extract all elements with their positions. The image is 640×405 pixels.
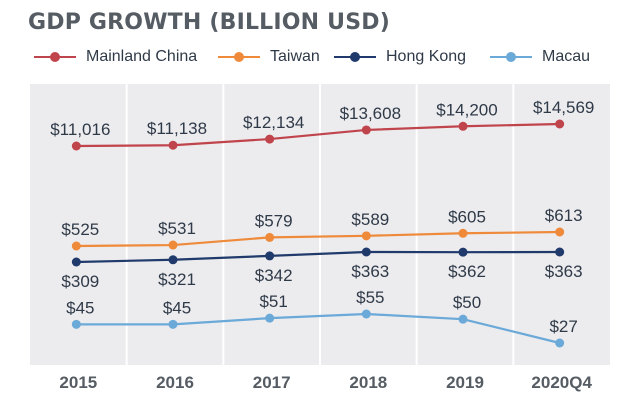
data-point-hong-kong [361,247,371,257]
chart-title: GDP GROWTH (BILLION USD) [28,10,390,35]
data-label-mainland-china: $14,569 [533,98,594,117]
legend: Mainland China Taiwan Hong Kong Macau [0,44,640,70]
data-point-hong-kong [265,251,275,261]
legend-item-mainland-china: Mainland China [28,44,197,70]
data-point-mainland-china [168,140,178,150]
data-point-taiwan [555,227,565,237]
series-line-mainland-china [76,122,560,148]
data-point-macau [458,314,468,324]
legend-marker-macau [484,44,538,70]
data-point-hong-kong [555,247,565,257]
data-label-macau: $55 [356,288,384,307]
data-label-taiwan: $589 [351,210,389,229]
data-point-mainland-china [265,134,275,144]
data-point-macau [168,319,178,329]
data-point-hong-kong [458,247,468,257]
x-tick-label: 2015 [59,373,97,392]
data-label-mainland-china: $11,016 [50,120,110,139]
data-point-hong-kong [168,255,178,265]
data-label-hong-kong: $321 [158,270,196,289]
data-label-taiwan: $613 [545,206,583,225]
data-label-hong-kong: $362 [448,262,486,281]
data-label-macau: $50 [453,293,481,312]
x-tick-label: 2019 [446,373,484,392]
legend-label-hong-kong: Hong Kong [386,48,467,65]
data-label-macau: $45 [163,298,191,317]
data-label-macau: $51 [259,292,287,311]
legend-label-macau: Macau [542,48,591,65]
data-label-mainland-china: $13,608 [340,104,401,123]
data-label-mainland-china: $12,134 [243,113,304,132]
data-point-taiwan [265,232,275,242]
data-label-taiwan: $531 [158,219,196,238]
series-line-hong-kong [76,250,560,264]
legend-label-taiwan: Taiwan [270,48,320,65]
data-label-taiwan: $605 [448,207,486,226]
data-label-hong-kong: $363 [351,262,389,281]
data-label-taiwan: $579 [255,211,293,230]
x-tick-label: 2017 [253,373,291,392]
legend-item-macau: Macau [484,44,590,70]
data-label-hong-kong: $342 [255,266,293,285]
legend-item-hong-kong: Hong Kong [328,44,466,70]
data-point-macau [555,338,565,348]
data-label-hong-kong: $363 [545,262,583,281]
data-point-taiwan [361,231,371,241]
data-point-mainland-china [555,119,565,129]
legend-label-mainland-china: Mainland China [86,48,198,65]
data-point-macau [265,313,275,323]
data-point-hong-kong [71,257,81,267]
legend-marker-taiwan [212,44,266,70]
x-tick-label: 2018 [349,373,387,392]
legend-marker-mainland-china [28,44,82,70]
data-point-taiwan [168,240,178,250]
data-point-mainland-china [71,141,81,151]
x-tick-label: 2020Q4 [531,373,592,392]
data-point-mainland-china [361,125,371,135]
data-point-taiwan [71,241,81,251]
data-label-macau: $27 [549,317,577,336]
series-line-taiwan [76,230,560,248]
data-label-mainland-china: $14,200 [436,100,497,119]
data-point-mainland-china [458,121,468,131]
series-line-macau [76,312,560,345]
data-label-macau: $45 [66,298,94,317]
x-tick-label: 2016 [156,373,194,392]
data-point-macau [71,319,81,329]
data-label-taiwan: $525 [61,220,99,239]
legend-marker-hong-kong [328,44,382,70]
data-label-mainland-china: $11,138 [147,119,207,138]
data-label-hong-kong: $309 [61,272,99,291]
legend-item-taiwan: Taiwan [212,44,320,70]
data-point-taiwan [458,228,468,238]
data-point-macau [361,309,371,319]
